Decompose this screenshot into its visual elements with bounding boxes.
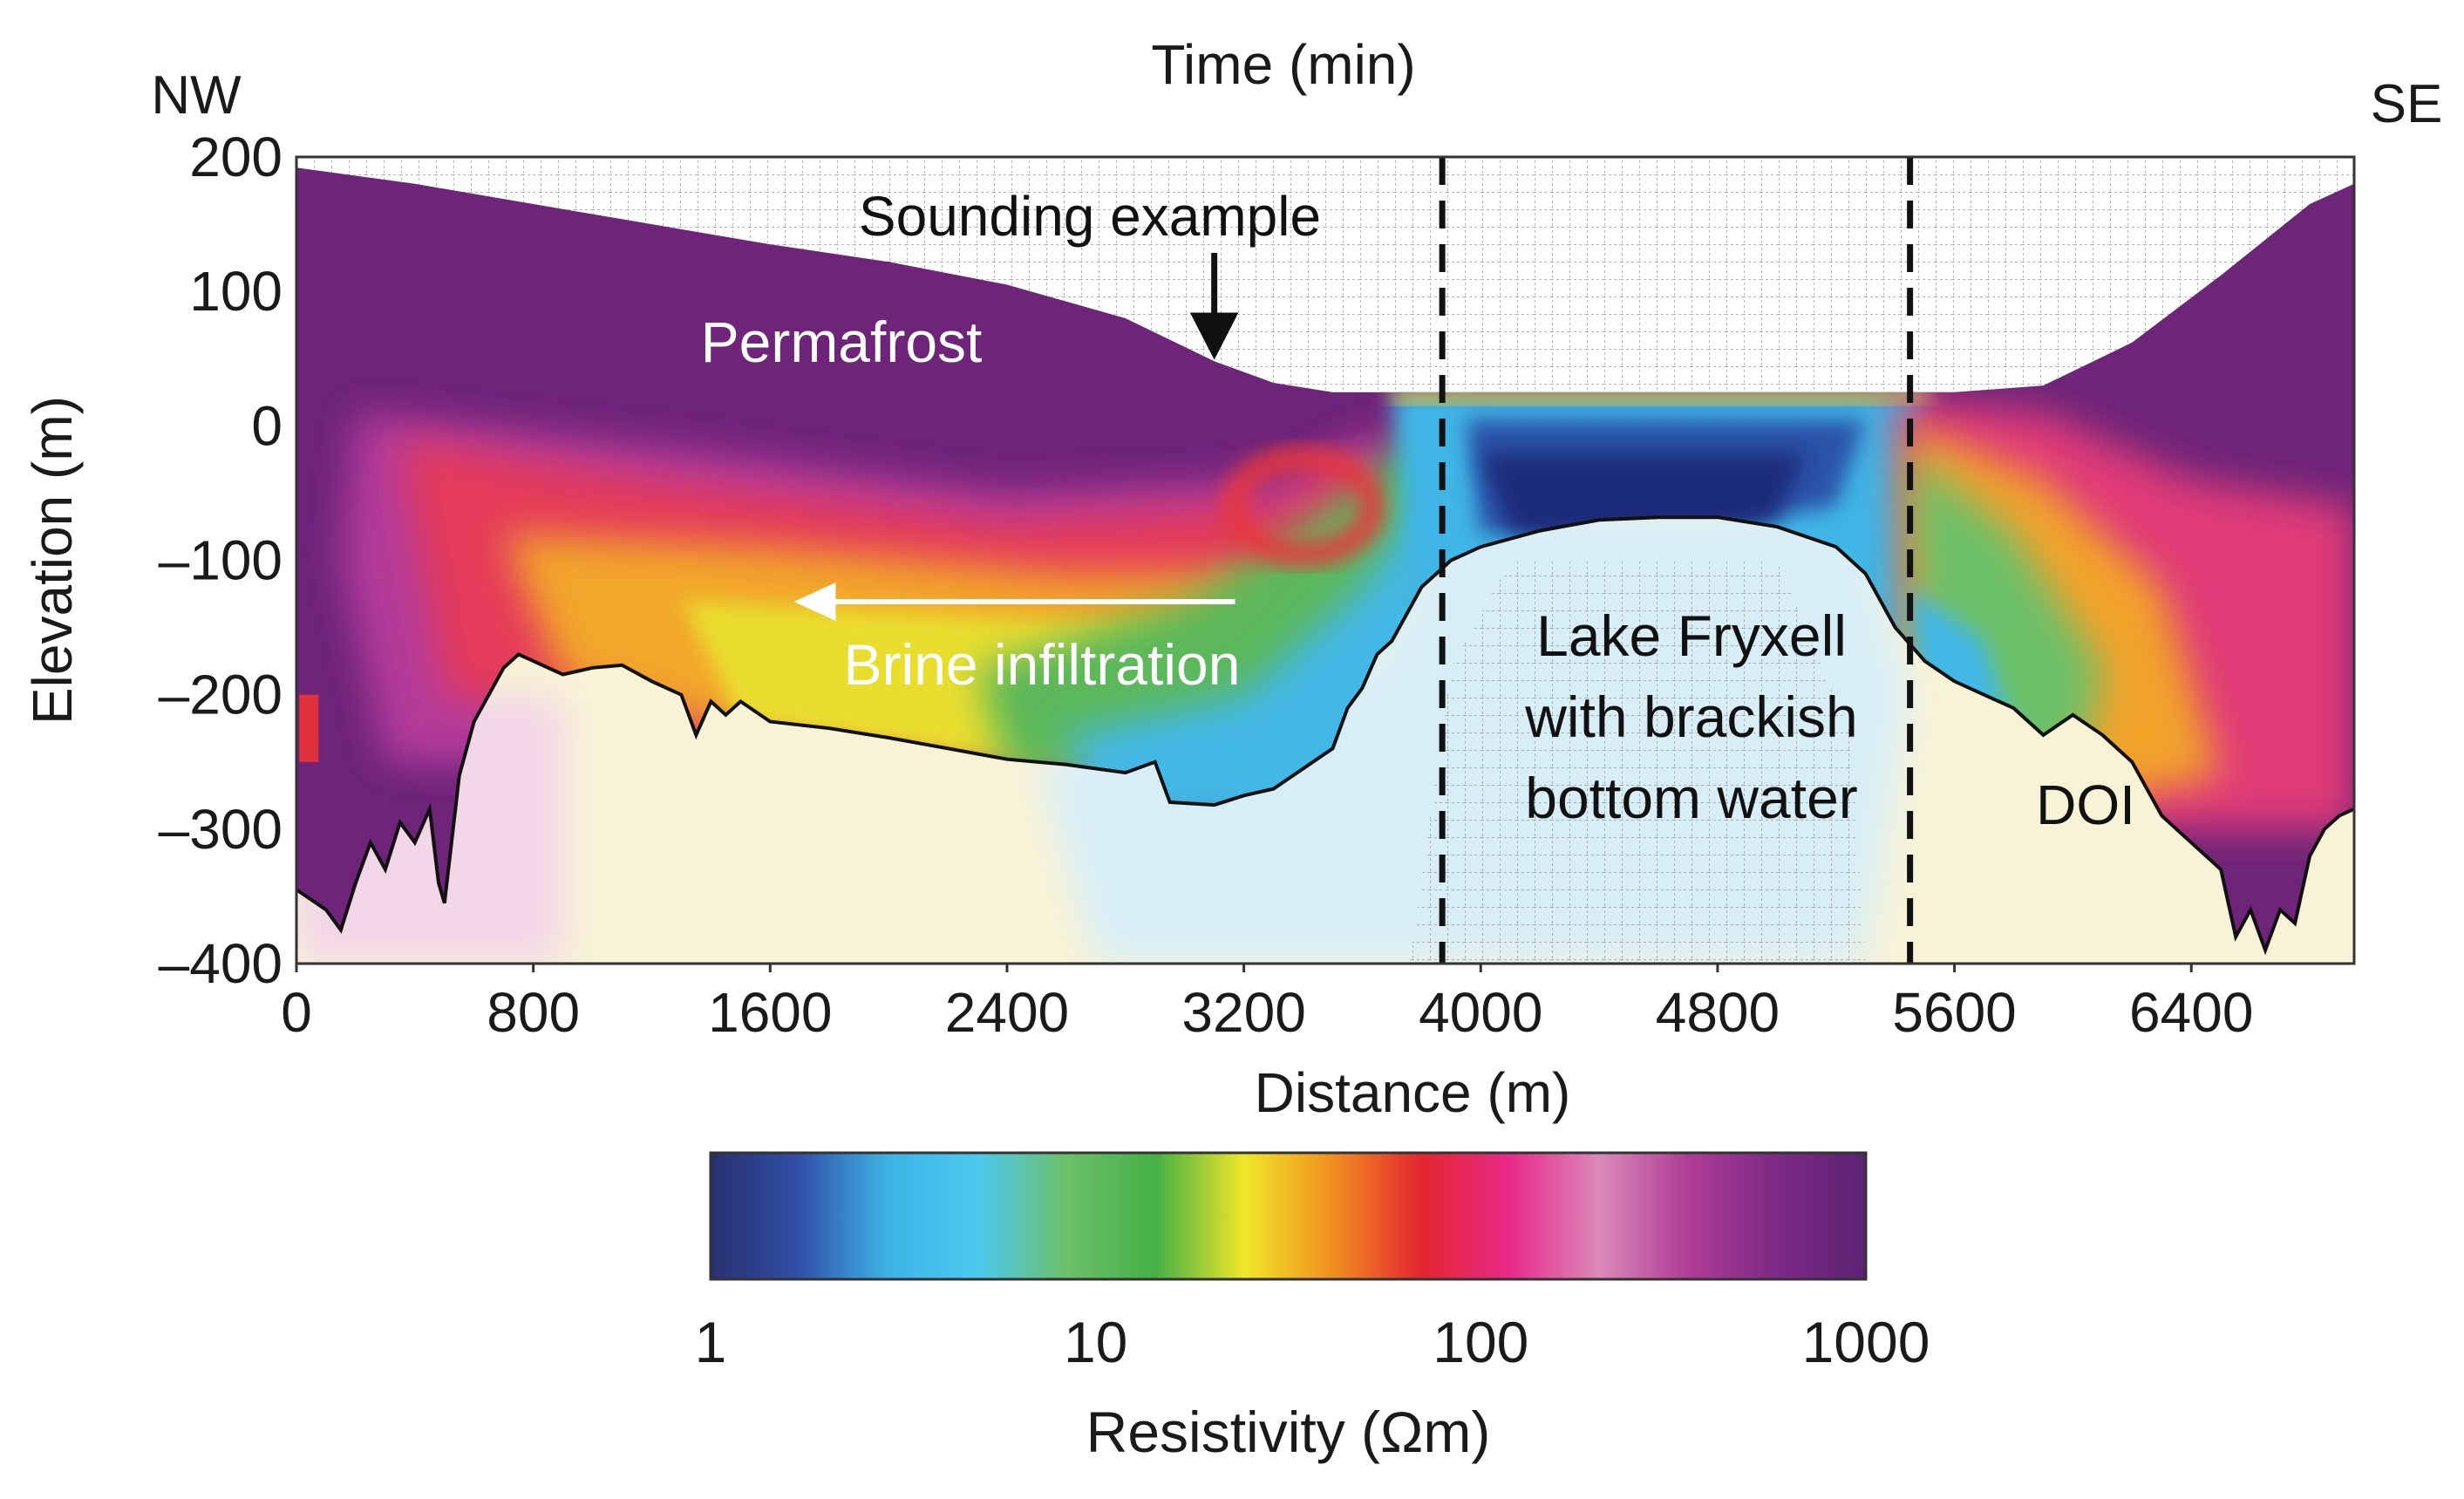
colorbar [709,1151,1868,1281]
sounding-example-label: Sounding example [859,185,1321,248]
x-tick-label: 0 [281,981,312,1044]
brine-infiltration-label: Brine infiltration [844,632,1241,697]
profile-lines [296,157,2354,964]
x-tick-label: 4800 [1656,981,1780,1044]
red-spot-left [299,694,319,762]
permafrost-label: Permafrost [701,310,983,374]
colorbar-label: Resistivity (Ωm) [1086,1400,1491,1464]
y-axis-ticks: 200 100 0 –100 –200 –300 –400 [159,126,282,995]
lake-label-line2: with brackish [1524,685,1857,749]
sounding-arrow [1189,253,1239,360]
y-tick-label: –200 [159,664,282,726]
colorbar-tick-label: 100 [1433,1310,1528,1374]
resistivity-field [296,167,2354,964]
colorbar-tick-label: 10 [1064,1310,1127,1374]
nw-direction-label: NW [151,65,242,126]
red-loop [1222,446,1385,566]
colorbar-tick-label: 1000 [1802,1310,1930,1374]
colorbar-tick-label: 1 [695,1310,727,1374]
x-tick-label: 800 [487,981,580,1044]
doi-line [296,515,2354,956]
x-axis-ticks: 0 800 1600 2400 3200 4000 4800 5600 6400 [281,964,2253,1044]
lake-label-line1: Lake Fryxell [1536,603,1847,668]
y-tick-label: 200 [189,126,282,188]
lake-label-line3: bottom water [1525,766,1858,830]
y-tick-label: 100 [189,260,282,323]
x-tick-label: 4000 [1419,981,1542,1044]
plot-frame [295,155,2356,965]
brine-arrow-head [793,583,836,621]
x-tick-label: 2400 [945,981,1069,1044]
x-tick-label: 1600 [708,981,832,1044]
brine-arrow [793,583,1235,621]
x-tick-label: 3200 [1181,981,1305,1044]
x-axis-label: Distance (m) [1255,1061,1571,1124]
x-tick-label: 6400 [2129,981,2253,1044]
y-tick-label: –400 [159,932,282,995]
y-axis-label: Elevation (m) [21,396,84,725]
lake-surface-strip [1392,389,1931,404]
doi-label: DOI [2036,773,2135,836]
se-direction-label: SE [2371,74,2443,134]
below-doi-grid-window [1409,560,1866,964]
y-tick-label: –300 [159,798,282,861]
y-tick-label: 0 [251,394,282,457]
y-tick-label: –100 [159,529,282,592]
x-tick-label: 5600 [1892,981,2016,1044]
top-axis-label: Time (min) [1151,33,1415,96]
colorbar-ticks: 1 10 100 1000 [695,1310,1930,1374]
